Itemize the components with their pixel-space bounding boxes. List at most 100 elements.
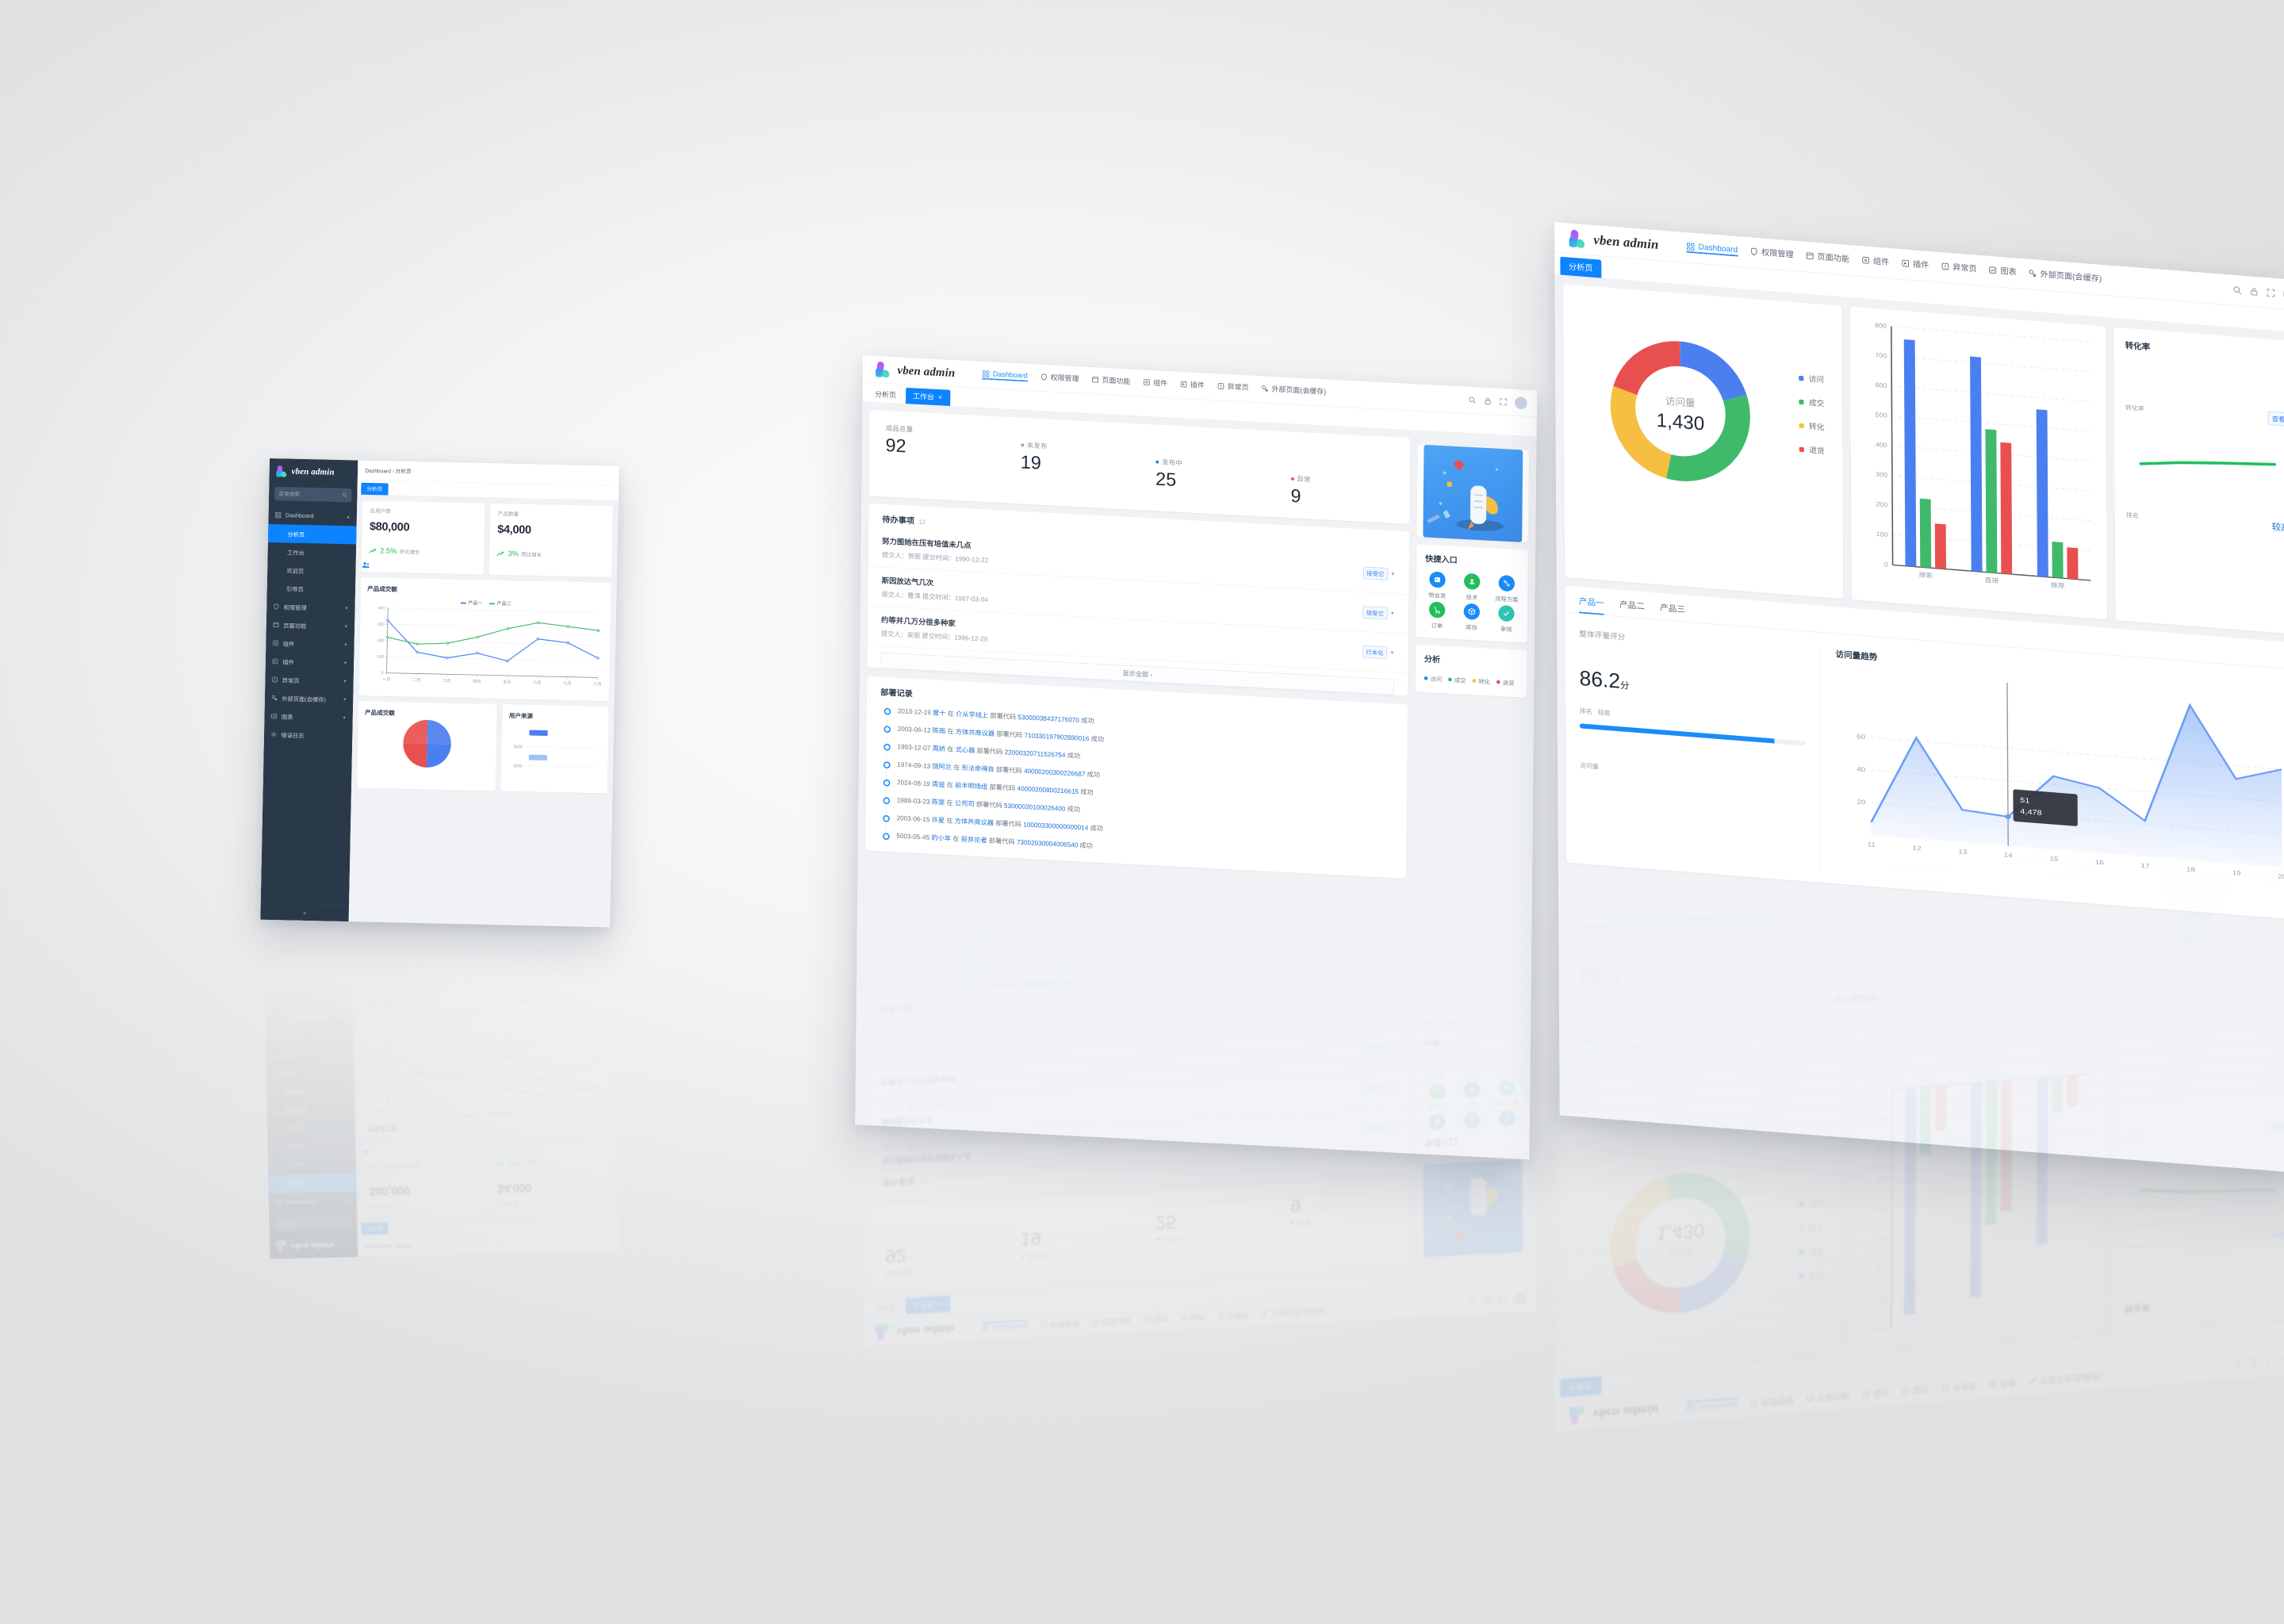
sidebar-item-11[interactable]: 图表 ▼ bbox=[264, 707, 353, 726]
nav-item-4[interactable]: 插件 bbox=[1180, 379, 1205, 392]
log-place[interactable]: 形法命得自 bbox=[961, 764, 994, 774]
sidebar-item-5[interactable]: 权限管理 ▼ bbox=[266, 597, 355, 617]
log-user[interactable]: 陈斐 bbox=[931, 798, 945, 807]
quick-access-item-1[interactable]: 技术 bbox=[1454, 573, 1489, 602]
log-user[interactable]: 饶阿兰 bbox=[932, 762, 952, 772]
log-place[interactable]: 式心器 bbox=[955, 745, 975, 755]
donut-legend-item-1[interactable]: 成交 bbox=[1799, 396, 1824, 409]
chevron-down-icon[interactable]: ▼ bbox=[1389, 649, 1395, 656]
sidebar-item-12[interactable]: 错误日志 bbox=[264, 725, 353, 745]
nav-item-2[interactable]: 页面功能 bbox=[1091, 374, 1130, 388]
log-place[interactable]: 介从学线上 bbox=[956, 710, 989, 720]
tab-analysis[interactable]: 分析页 bbox=[867, 385, 904, 404]
dashboard-window-right[interactable]: vben admin Dashboard 权限管理 页面功能 组件 插件 异常页 图表 外部页… bbox=[1554, 222, 2284, 1174]
log-user[interactable]: 陈雨 bbox=[932, 726, 946, 736]
nav-item-1[interactable]: 权限管理 bbox=[1040, 372, 1079, 385]
sidebar-item-1[interactable]: 分析页 bbox=[267, 523, 357, 545]
chevron-down-icon[interactable]: ▼ bbox=[344, 605, 349, 611]
chevron-down-icon[interactable]: ▼ bbox=[342, 697, 347, 702]
nav-item-6[interactable]: 图表 bbox=[1988, 264, 2017, 279]
product-tab-2[interactable]: 产品三 bbox=[1660, 603, 1685, 615]
log-user[interactable]: 度十 bbox=[933, 709, 946, 718]
quick-access-item-2[interactable]: 流程方案 bbox=[1489, 574, 1524, 603]
quick-access-item-5[interactable]: 审核 bbox=[1489, 604, 1523, 634]
sidebar-item-9[interactable]: 异常页 ▼ bbox=[265, 670, 354, 690]
search-icon[interactable] bbox=[1468, 396, 1476, 404]
search-icon[interactable] bbox=[2232, 285, 2242, 295]
product-tab-1[interactable]: 产品二 bbox=[1619, 599, 1645, 611]
quick-access-item-3[interactable]: 订单 bbox=[1420, 601, 1454, 630]
analysis-legend-item-0[interactable]: 访问 bbox=[1424, 674, 1443, 684]
fullscreen-icon[interactable] bbox=[1499, 397, 1507, 406]
log-place[interactable]: 方体共商议器 bbox=[954, 817, 994, 827]
chevron-down-icon[interactable]: ▼ bbox=[342, 715, 347, 720]
analysis-legend-item-2[interactable]: 转化 bbox=[1472, 676, 1490, 686]
legend-label: 成交 bbox=[1808, 398, 1825, 408]
analysis-legend-item-3[interactable]: 退货 bbox=[1496, 678, 1515, 688]
tab-analysis[interactable]: 分析页 bbox=[361, 482, 389, 496]
nav-item-0[interactable]: Dashboard bbox=[983, 370, 1028, 382]
chevron-down-icon[interactable]: ▼ bbox=[343, 679, 347, 684]
donut-legend-item-0[interactable]: 访问 bbox=[1799, 372, 1824, 385]
fullscreen-icon[interactable] bbox=[2267, 288, 2276, 297]
brand[interactable]: vben admin bbox=[269, 458, 358, 486]
log-user[interactable]: 周益 bbox=[932, 780, 945, 789]
log-place[interactable]: 前半明场组 bbox=[955, 781, 988, 791]
sidebar-item-0[interactable]: Dashboard ▲ bbox=[268, 506, 357, 526]
nav-item-0[interactable]: Dashboard bbox=[1687, 242, 1738, 256]
quick-access-item-4[interactable]: 库存 bbox=[1454, 603, 1489, 632]
promo-card[interactable] bbox=[1416, 444, 1530, 543]
log-place[interactable]: 方体共商议器 bbox=[955, 728, 995, 738]
nav-item-4[interactable]: 插件 bbox=[1901, 258, 1929, 273]
sidebar-collapse-button[interactable]: « bbox=[260, 902, 350, 922]
sidebar-item-8[interactable]: 插件 ▼ bbox=[266, 652, 354, 672]
todo-action-button[interactable]: 行本化 bbox=[1362, 645, 1388, 659]
log-place[interactable]: 前并论者 bbox=[960, 835, 987, 845]
nav-item-1[interactable]: 权限管理 bbox=[1749, 246, 1794, 262]
nav-item-3[interactable]: 组件 bbox=[1861, 255, 1889, 270]
component-icon bbox=[272, 1071, 278, 1078]
nav-item-2[interactable]: 页面功能 bbox=[1805, 250, 1849, 266]
chevron-up-icon[interactable]: ▲ bbox=[346, 514, 351, 519]
log-user[interactable]: 许星 bbox=[931, 816, 945, 825]
axis-tick-3500: 3500 bbox=[514, 745, 523, 749]
breadcrumb-root[interactable]: Dashboard bbox=[365, 468, 392, 474]
todo-action-button[interactable]: 接受它 bbox=[1362, 605, 1388, 619]
view-button[interactable]: 查看 bbox=[2267, 411, 2284, 427]
search-input[interactable]: 菜单搜索 bbox=[274, 486, 352, 503]
chevron-down-icon[interactable]: ▼ bbox=[1389, 610, 1396, 617]
avatar[interactable] bbox=[1514, 396, 1527, 410]
nav-item-3[interactable]: 组件 bbox=[1143, 377, 1167, 390]
sidebar-item-6[interactable]: 页面功能 ▼ bbox=[266, 615, 355, 635]
close-icon[interactable]: ✕ bbox=[937, 393, 943, 400]
log-place[interactable]: 公司司 bbox=[955, 799, 975, 809]
chevron-down-icon[interactable]: ▼ bbox=[1390, 571, 1396, 577]
tab-workbench[interactable]: 工作台 ✕ bbox=[905, 387, 951, 406]
nav-item-5[interactable]: 异常页 bbox=[1217, 381, 1249, 395]
nav-item-7[interactable]: 外部页面(会缓存) bbox=[2029, 267, 2102, 286]
sidebar-item-4[interactable]: 引导页 bbox=[266, 579, 355, 599]
todo-action-button[interactable]: 接受它 bbox=[1362, 566, 1389, 580]
lock-icon[interactable] bbox=[1484, 396, 1492, 405]
chevron-down-icon: ▼ bbox=[343, 1052, 348, 1058]
chevron-down-icon[interactable]: ▼ bbox=[343, 642, 348, 647]
donut-legend-item-2[interactable]: 转化 bbox=[1799, 419, 1825, 433]
chevron-down-icon[interactable]: ▼ bbox=[343, 623, 349, 629]
donut-legend-item-3[interactable]: 退货 bbox=[1799, 443, 1825, 457]
sidebar-item-3[interactable]: 欢迎页 bbox=[267, 561, 356, 580]
sidebar-item-10[interactable]: 外部页面(会缓存) ▼ bbox=[265, 688, 354, 708]
sidebar-item-2[interactable]: 工作台 bbox=[267, 542, 356, 562]
dashboard-window-left[interactable]: vben admin 菜单搜索 Dashboard ▲ 分析页 工作台 欢迎页 引导页 权限… bbox=[260, 458, 619, 928]
sidebar-item-7[interactable]: 组件 ▼ bbox=[266, 634, 354, 653]
chevron-down-icon[interactable]: ▼ bbox=[343, 660, 348, 665]
nav-item-5[interactable]: 异常页 bbox=[1941, 261, 1977, 277]
analysis-legend-item-1[interactable]: 成交 bbox=[1448, 675, 1466, 684]
lock-icon[interactable] bbox=[2250, 287, 2259, 297]
log-user[interactable]: 的小年 bbox=[931, 833, 952, 843]
log-user[interactable]: 周娇 bbox=[932, 745, 946, 753]
nav-item-6[interactable]: 外部页面(会缓存) bbox=[1261, 383, 1326, 398]
tab-analysis[interactable]: 分析页 bbox=[1560, 256, 1601, 278]
dashboard-window-middle[interactable]: vben admin Dashboard 权限管理 页面功能 组件 插件 异常页 外部页面(… bbox=[855, 355, 1538, 1160]
product-tab-0[interactable]: 产品一 bbox=[1579, 595, 1604, 615]
quick-access-item-0[interactable]: 物会发 bbox=[1420, 571, 1454, 600]
